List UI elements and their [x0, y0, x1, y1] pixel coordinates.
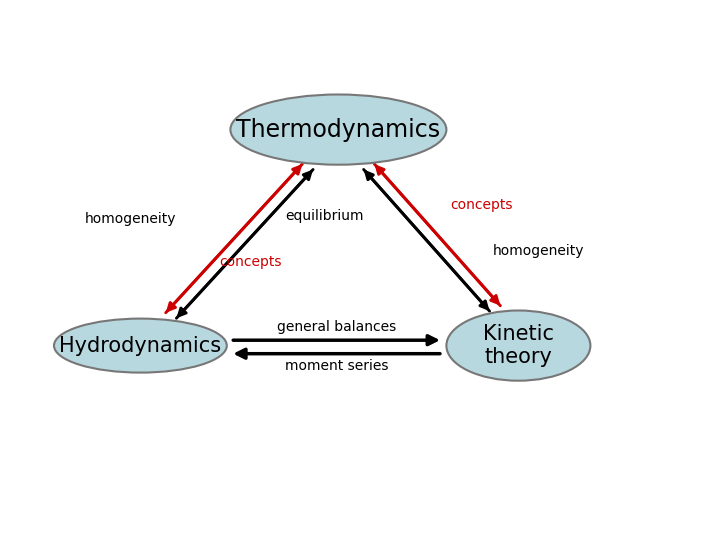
Text: Thermodynamics: Thermodynamics — [236, 118, 441, 141]
Text: moment series: moment series — [285, 359, 389, 373]
Text: homogeneity: homogeneity — [85, 212, 176, 226]
Ellipse shape — [230, 94, 446, 165]
Text: homogeneity: homogeneity — [493, 244, 585, 258]
Text: general balances: general balances — [277, 320, 397, 334]
Text: concepts: concepts — [450, 198, 513, 212]
Ellipse shape — [54, 319, 227, 373]
Text: concepts: concepts — [220, 255, 282, 269]
Ellipse shape — [446, 310, 590, 381]
Text: Hydrodynamics: Hydrodynamics — [59, 335, 222, 356]
Text: equilibrium: equilibrium — [285, 209, 364, 223]
Text: Kinetic
theory: Kinetic theory — [483, 324, 554, 367]
